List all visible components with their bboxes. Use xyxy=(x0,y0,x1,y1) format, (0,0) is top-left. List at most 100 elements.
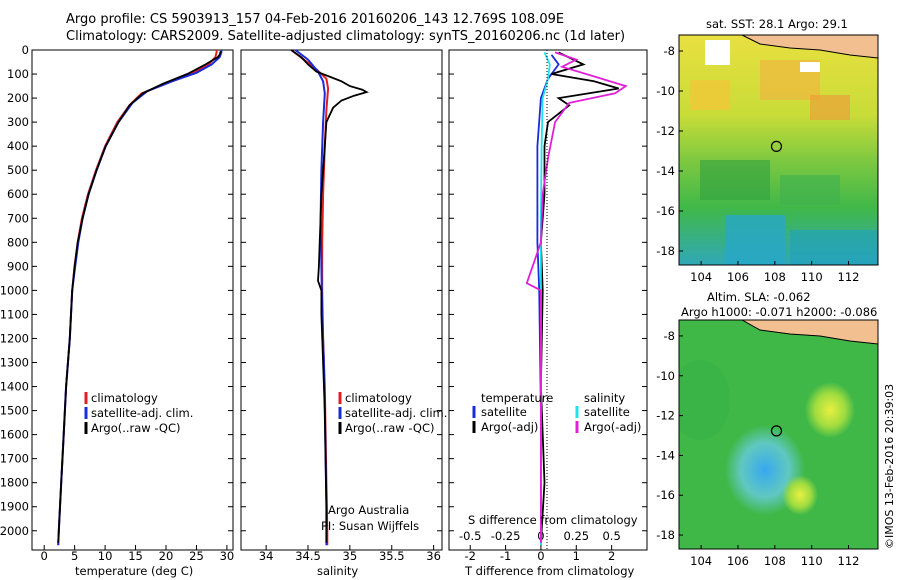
map-x-tick-label: 106 xyxy=(727,270,749,284)
map-x-tick-label: 104 xyxy=(690,270,712,284)
salinity-axis-label: salinity xyxy=(317,564,358,578)
x-tick-label: 10 xyxy=(98,549,113,563)
x-tick-label: 1 xyxy=(573,549,580,563)
top-x-tick-label: -0.25 xyxy=(491,529,521,543)
top-x-tick-label: 0.25 xyxy=(563,529,589,543)
map-x-tick-label: 110 xyxy=(801,270,823,284)
depth-tick-label: 400 xyxy=(7,139,29,153)
depth-tick-label: 600 xyxy=(7,187,29,201)
x-tick-label: 34 xyxy=(259,549,274,563)
legend-label: climatology xyxy=(345,391,412,405)
x-tick-label: 20 xyxy=(159,549,174,563)
depth-tick-label: 0 xyxy=(22,43,29,57)
depth-tick-label: 1300 xyxy=(0,356,29,370)
depth-tick-label: 1900 xyxy=(0,500,29,514)
depth-tick-label: 700 xyxy=(7,211,29,225)
x-tick-label: -2 xyxy=(464,549,475,563)
legend-label: Argo(-adj) xyxy=(584,420,641,434)
x-tick-label: 35 xyxy=(343,549,358,563)
x-tick-label: -1 xyxy=(500,549,511,563)
legend-label: climatology xyxy=(91,391,158,405)
x-tick-label: 30 xyxy=(220,549,235,563)
x-tick-label: 35.5 xyxy=(379,549,405,563)
salinity-legend: climatology satellite-adj. clim. Argo(..… xyxy=(321,391,447,533)
map-x-tick-label: 112 xyxy=(838,270,860,284)
series-line-temperature-climatology xyxy=(57,50,218,546)
depth-tick-label: 100 xyxy=(7,67,29,81)
depth-tick-label: 1800 xyxy=(0,476,29,490)
x-tick-label: 0 xyxy=(537,549,544,563)
map-x-tick-label: 104 xyxy=(690,554,712,568)
map-x-tick-label: 106 xyxy=(727,554,749,568)
map-y-tick-label: -10 xyxy=(656,369,675,383)
difference-plot-frame xyxy=(448,49,648,551)
argo-location-marker xyxy=(770,140,783,152)
temperature-plot-frame xyxy=(31,49,234,551)
map-x-tick-label: 108 xyxy=(764,554,786,568)
sla-map-title: Altim. SLA: -0.062 xyxy=(707,290,811,304)
map-y-tick-label: -10 xyxy=(656,84,675,98)
depth-tick-label: 1600 xyxy=(0,428,29,442)
temperature-axis-label: temperature (deg C) xyxy=(75,564,193,578)
map-y-tick-label: -14 xyxy=(656,164,675,178)
depth-tick-label: 200 xyxy=(7,91,29,105)
map-y-tick-label: -18 xyxy=(656,528,675,542)
map-y-tick-label: -16 xyxy=(656,488,675,502)
legend-heading-temperature: temperature xyxy=(481,391,553,405)
legend-heading-salinity: salinity xyxy=(584,391,625,405)
profile-series xyxy=(57,49,628,546)
map-y-tick-label: -12 xyxy=(656,409,675,423)
map-y-tick-label: -8 xyxy=(664,329,675,343)
salinity-plot-frame xyxy=(240,49,443,551)
depth-tick-label: 1700 xyxy=(0,452,29,466)
top-x-tick-label: -0.5 xyxy=(459,529,481,543)
sst-map-frame xyxy=(678,34,879,266)
x-tick-label: 5 xyxy=(71,549,78,563)
map-x-tick-label: 108 xyxy=(764,270,786,284)
depth-tick-label: 1200 xyxy=(0,331,29,345)
sla-map-image xyxy=(679,320,878,549)
map-y-tick-label: -12 xyxy=(656,124,675,138)
depth-tick-label: 800 xyxy=(7,235,29,249)
legend-label: Argo(..raw -QC) xyxy=(345,421,435,435)
argo-location-marker xyxy=(770,425,783,437)
depth-tick-label: 2000 xyxy=(0,524,29,538)
sla-map-frame xyxy=(678,319,879,550)
series-line-temperature-satellite-adj-clim- xyxy=(57,50,223,546)
depth-tick-label: 500 xyxy=(7,163,29,177)
t-difference-axis-label: T difference from climatology xyxy=(464,564,635,578)
map-x-tick-label: 112 xyxy=(838,554,860,568)
x-tick-label: 34.5 xyxy=(295,549,321,563)
map-y-tick-label: -16 xyxy=(656,204,675,218)
depth-tick-label: 1000 xyxy=(0,283,29,297)
sst-map-axes: 104 106 108 110 112 -8 -10 -12 -14 -16 -18 xyxy=(656,44,859,284)
x-tick-label: 0 xyxy=(41,549,48,563)
legend-label: satellite xyxy=(584,405,630,419)
series-line-temperature-argo-raw-qc- xyxy=(57,50,222,543)
axis-ticks: 0100200300400500600700800900100011001200… xyxy=(0,43,647,563)
legend-label: satellite-adj. clim. xyxy=(91,406,193,420)
top-x-tick-label: 0.5 xyxy=(602,529,620,543)
sla-map-subtitle: Argo h1000: -0.071 h2000: -0.086 xyxy=(681,305,877,319)
depth-tick-label: 1400 xyxy=(0,380,29,394)
depth-tick-label: 900 xyxy=(7,259,29,273)
sla-map-axes: 104 106 108 110 112 -8 -10 -12 -14 -16 -18 xyxy=(656,329,859,568)
legend-label: satellite xyxy=(481,405,527,419)
depth-tick-label: 300 xyxy=(7,115,29,129)
series-line-difference-temperature-argo-adj- xyxy=(539,51,619,543)
series-line-salinity-argo-raw-qc- xyxy=(290,49,369,543)
x-tick-label: 15 xyxy=(128,549,143,563)
profile-title: Argo profile: CS 5903913_157 04-Feb-2016… xyxy=(66,12,565,27)
annotation-pi: PI: Susan Wijffels xyxy=(321,519,419,533)
legend-label: Argo(..raw -QC) xyxy=(91,421,181,435)
map-x-tick-label: 110 xyxy=(801,554,823,568)
sst-map-image xyxy=(679,35,878,265)
map-y-tick-label: -8 xyxy=(664,44,675,58)
map-y-tick-label: -14 xyxy=(656,448,675,462)
legend-label: Argo(-adj) xyxy=(481,420,538,434)
x-tick-label: 2 xyxy=(608,549,615,563)
s-difference-axis-label: S difference from climatology xyxy=(468,513,638,527)
sst-map-title: sat. SST: 28.1 Argo: 29.1 xyxy=(706,17,848,31)
depth-tick-label: 1500 xyxy=(0,404,29,418)
